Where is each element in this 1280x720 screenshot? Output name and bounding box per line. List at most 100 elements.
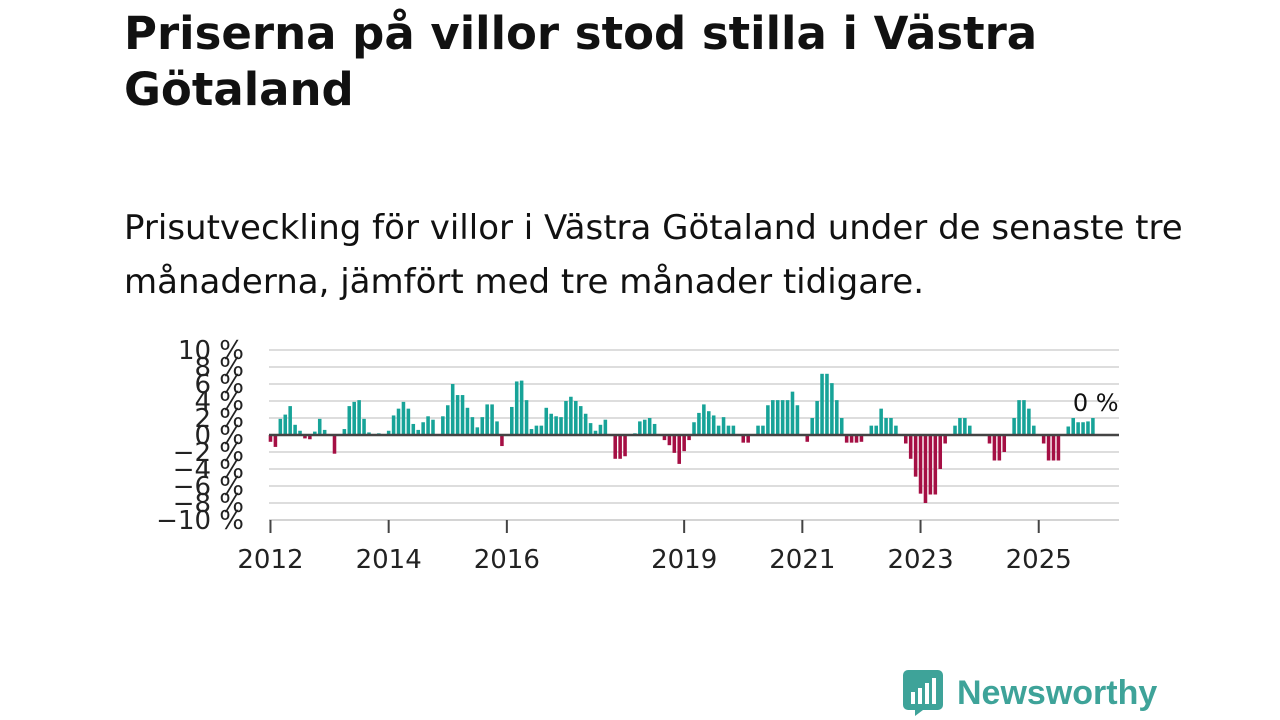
bar: [711, 415, 716, 435]
bar: [642, 419, 647, 435]
bar: [510, 406, 514, 435]
bars: [268, 373, 1095, 503]
bar: [593, 430, 598, 435]
bar: [623, 435, 627, 457]
bar: [332, 435, 337, 454]
x-tick-label: 2023: [887, 545, 953, 575]
bar: [879, 408, 883, 435]
bar: [1032, 425, 1036, 435]
bar: [825, 373, 829, 435]
bar: [539, 425, 544, 435]
bar: [470, 417, 475, 435]
y-tick-label: −10 %: [156, 506, 244, 536]
bar-chart-speech-bubble-icon: [903, 670, 943, 716]
bar: [465, 407, 470, 435]
bar: [662, 435, 667, 441]
bar: [514, 381, 519, 435]
bar: [820, 373, 824, 435]
bar: [583, 413, 588, 435]
bar: [854, 435, 859, 443]
bar: [574, 401, 578, 435]
bar: [1051, 435, 1056, 461]
bar: [1066, 426, 1071, 435]
bar: [844, 435, 849, 443]
x-tick-label: 2019: [651, 545, 717, 575]
y-tick-label: 0 %: [194, 421, 244, 451]
y-tick-label: 4 %: [194, 387, 244, 417]
bar: [968, 425, 972, 435]
bar: [1046, 435, 1051, 461]
bar: [293, 424, 297, 435]
bar: [953, 425, 957, 435]
bar: [322, 429, 327, 435]
bar: [1022, 400, 1026, 435]
x-tick-label: 2012: [237, 545, 303, 575]
bar: [603, 419, 608, 435]
bar: [908, 435, 913, 459]
bar: [588, 423, 593, 435]
bar: [1002, 435, 1007, 452]
bar: [647, 418, 652, 435]
x-tick-label: 2016: [474, 545, 540, 575]
bar: [805, 435, 810, 442]
bar: [1027, 408, 1031, 435]
bar: [672, 435, 677, 453]
bar: [687, 435, 691, 441]
bar: [317, 418, 322, 435]
bar: [357, 400, 361, 435]
bar: [692, 422, 696, 435]
bar: [485, 404, 489, 435]
y-tick-label: 10 %: [178, 336, 244, 366]
bar: [938, 435, 943, 469]
bar: [1081, 422, 1085, 435]
bar: [342, 429, 347, 435]
bar: [273, 435, 278, 447]
axes: 10 %8 %6 %4 %2 %0 %−2 %−4 %−6 %−8 %−10 %…: [156, 336, 1119, 575]
bar: [426, 416, 430, 435]
bar: [362, 418, 366, 435]
bar: [795, 405, 800, 435]
y-tick-label: 8 %: [194, 353, 244, 383]
bar: [313, 431, 317, 435]
bar: [756, 425, 760, 435]
bar: [1041, 435, 1046, 444]
bar: [780, 400, 785, 435]
bar: [1076, 422, 1080, 435]
bar: [771, 400, 775, 435]
bar: [894, 425, 898, 435]
bar: [495, 421, 499, 435]
bar: [697, 412, 701, 435]
bar: [480, 417, 485, 435]
bar: [1056, 435, 1061, 461]
bar: [923, 435, 928, 503]
bar: [559, 417, 563, 435]
bar: [741, 435, 746, 443]
bar: [391, 415, 396, 435]
x-tick-label: 2021: [769, 545, 835, 575]
bar: [869, 425, 874, 435]
bar: [411, 423, 416, 435]
bar: [416, 429, 420, 435]
bar: [401, 401, 406, 435]
bar: [460, 395, 465, 435]
bar: [347, 406, 352, 435]
brand-name: Newsworthy: [957, 674, 1158, 712]
bar: [707, 411, 711, 435]
bar: [918, 435, 923, 494]
bar: [544, 407, 549, 435]
bar: [386, 430, 391, 435]
bar: [278, 418, 283, 435]
bar: [569, 396, 573, 435]
bar: [943, 435, 947, 444]
bar: [859, 435, 864, 442]
newsworthy-logo[interactable]: Newsworthy: [903, 670, 1157, 716]
bar: [746, 435, 750, 443]
bar: [406, 408, 411, 435]
bar: [889, 418, 893, 435]
bar: [1071, 418, 1075, 435]
bar: [682, 435, 686, 452]
y-tick-label: −8 %: [173, 489, 244, 519]
bar: [810, 418, 814, 435]
bar: [352, 401, 356, 435]
bar: [554, 416, 558, 435]
